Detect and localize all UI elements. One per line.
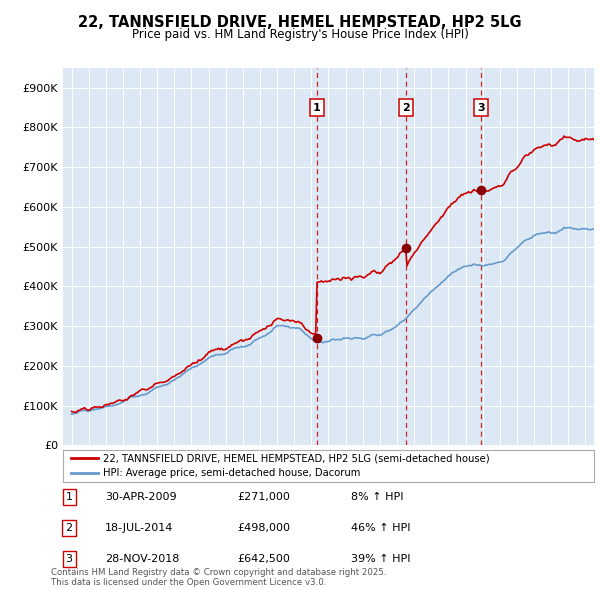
Text: £498,000: £498,000 (237, 523, 290, 533)
Text: £642,500: £642,500 (237, 555, 290, 564)
Text: HPI: Average price, semi-detached house, Dacorum: HPI: Average price, semi-detached house,… (103, 468, 360, 478)
Text: Contains HM Land Registry data © Crown copyright and database right 2025.
This d: Contains HM Land Registry data © Crown c… (51, 568, 386, 587)
Text: 18-JUL-2014: 18-JUL-2014 (105, 523, 173, 533)
Text: 39% ↑ HPI: 39% ↑ HPI (351, 555, 410, 564)
Text: 46% ↑ HPI: 46% ↑ HPI (351, 523, 410, 533)
Text: 3: 3 (65, 555, 73, 564)
Text: £271,000: £271,000 (237, 492, 290, 502)
Text: 2: 2 (65, 523, 73, 533)
Text: 22, TANNSFIELD DRIVE, HEMEL HEMPSTEAD, HP2 5LG: 22, TANNSFIELD DRIVE, HEMEL HEMPSTEAD, H… (78, 15, 522, 30)
Text: 2: 2 (403, 103, 410, 113)
Text: 30-APR-2009: 30-APR-2009 (105, 492, 176, 502)
Text: 3: 3 (478, 103, 485, 113)
Text: 1: 1 (313, 103, 321, 113)
Text: 1: 1 (65, 492, 73, 502)
Text: 8% ↑ HPI: 8% ↑ HPI (351, 492, 404, 502)
Text: 28-NOV-2018: 28-NOV-2018 (105, 555, 179, 564)
Text: 22, TANNSFIELD DRIVE, HEMEL HEMPSTEAD, HP2 5LG (semi-detached house): 22, TANNSFIELD DRIVE, HEMEL HEMPSTEAD, H… (103, 453, 490, 463)
Text: Price paid vs. HM Land Registry's House Price Index (HPI): Price paid vs. HM Land Registry's House … (131, 28, 469, 41)
